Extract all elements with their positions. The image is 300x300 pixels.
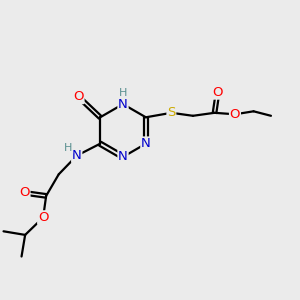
Text: N: N xyxy=(118,98,128,111)
Text: O: O xyxy=(73,90,84,104)
Text: H: H xyxy=(119,88,127,98)
Text: O: O xyxy=(230,108,240,121)
Text: O: O xyxy=(38,211,48,224)
Text: N: N xyxy=(72,149,82,162)
Text: N: N xyxy=(118,150,128,164)
Text: N: N xyxy=(141,137,151,150)
Text: S: S xyxy=(167,106,176,119)
Text: O: O xyxy=(19,186,30,200)
Text: H: H xyxy=(64,143,73,153)
Text: O: O xyxy=(212,86,223,99)
